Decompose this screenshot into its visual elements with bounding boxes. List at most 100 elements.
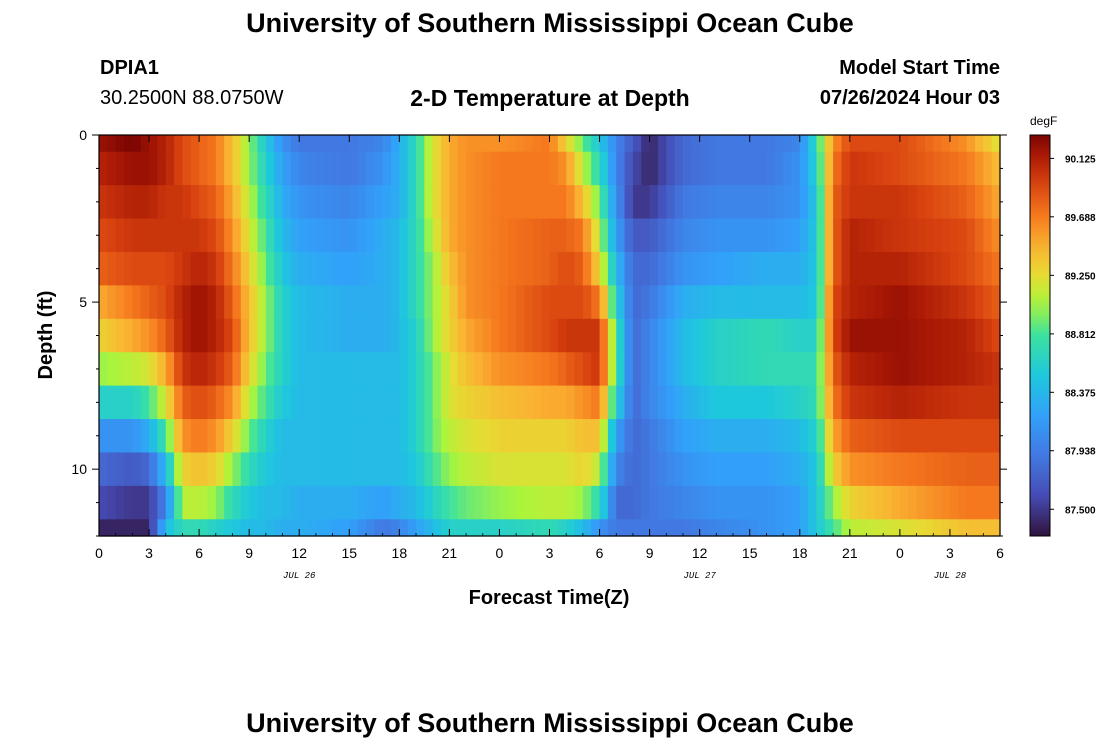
heatmap-cell — [733, 151, 742, 186]
heatmap-cell — [733, 452, 742, 487]
heatmap-cell — [891, 151, 901, 186]
heatmap-cell — [766, 485, 776, 520]
heatmap-cell — [599, 485, 609, 520]
heatmap-cell — [874, 218, 884, 253]
heatmap-cell — [174, 385, 184, 420]
heatmap-cell — [908, 218, 918, 253]
heatmap-cell — [491, 151, 501, 186]
heatmap-cell — [924, 519, 934, 537]
heatmap-cell — [566, 452, 576, 487]
heatmap-cell — [824, 352, 834, 387]
heatmap-cell — [457, 151, 467, 186]
heatmap-cell — [107, 318, 117, 353]
heatmap-cell — [607, 485, 617, 520]
heatmap-cell — [574, 151, 584, 186]
heatmap-cell — [449, 519, 459, 537]
heatmap-cell — [349, 519, 359, 537]
heatmap-cell — [549, 285, 559, 320]
heatmap-cell — [866, 352, 876, 387]
x-tick-label: 0 — [95, 545, 103, 561]
heatmap-cell — [783, 151, 793, 186]
heatmap-cell — [441, 419, 450, 454]
heatmap-cell — [349, 151, 359, 186]
heatmap-cell — [983, 285, 993, 320]
heatmap-cell — [916, 352, 926, 387]
heatmap-cell — [499, 285, 509, 320]
heatmap-cell — [841, 419, 851, 454]
heatmap-cell — [966, 218, 976, 253]
heatmap-cell — [249, 485, 259, 520]
heatmap-cell — [591, 135, 601, 153]
heatmap-cell — [332, 385, 342, 420]
heatmap-cell — [566, 185, 576, 220]
heatmap-cell — [733, 318, 742, 353]
heatmap-cell — [174, 318, 184, 353]
heatmap-cell — [199, 251, 209, 286]
heatmap-cell — [841, 352, 851, 387]
heatmap-cell — [165, 485, 175, 520]
heatmap-cell — [290, 218, 300, 253]
heatmap-cell — [532, 385, 542, 420]
heatmap-cell — [791, 385, 801, 420]
heatmap-cell — [749, 318, 759, 353]
heatmap-cell — [290, 485, 300, 520]
heatmap-cell — [682, 285, 692, 320]
heatmap-cell — [657, 285, 667, 320]
heatmap-cell — [833, 452, 843, 487]
heatmap-cell — [616, 485, 626, 520]
heatmap-cell — [816, 151, 826, 186]
heatmap-cell — [199, 318, 209, 353]
heatmap-cell — [165, 385, 175, 420]
heatmap-cell — [916, 185, 926, 220]
heatmap-cell — [407, 135, 417, 153]
heatmap-cell — [190, 135, 200, 153]
heatmap-cell — [966, 519, 976, 537]
heatmap-cell — [516, 485, 526, 520]
heatmap-cell — [916, 135, 926, 153]
heatmap-cell — [416, 352, 425, 387]
heatmap-cell — [724, 151, 734, 186]
heatmap-cell — [883, 285, 893, 320]
heatmap-cell — [207, 318, 217, 353]
heatmap-cell — [816, 352, 826, 387]
heatmap-cell — [582, 151, 592, 186]
heatmap-cell — [115, 419, 125, 454]
heatmap-cell — [307, 452, 317, 487]
heatmap-cell — [215, 218, 225, 253]
heatmap-cell — [265, 352, 275, 387]
heatmap-cell — [691, 452, 701, 487]
heatmap-cell — [432, 419, 442, 454]
heatmap-cell — [974, 285, 984, 320]
heatmap-cell — [607, 251, 617, 286]
heatmap-cell — [749, 519, 759, 537]
heatmap-cell — [224, 151, 234, 186]
heatmap-cell — [766, 419, 776, 454]
heatmap-cell — [149, 185, 158, 220]
heatmap-cell — [582, 135, 592, 153]
heatmap-cell — [716, 185, 726, 220]
page-title: University of Southern Mississippi Ocean… — [246, 8, 854, 38]
heatmap-cell — [441, 519, 450, 537]
heatmap-cell — [774, 352, 784, 387]
heatmap-cell — [332, 251, 342, 286]
heatmap-cell — [991, 185, 1001, 220]
heatmap-cell — [657, 385, 667, 420]
heatmap-cell — [741, 352, 751, 387]
heatmap-cell — [858, 385, 868, 420]
heatmap-cell — [165, 185, 175, 220]
heatmap-cell — [374, 218, 384, 253]
heatmap-cell — [457, 452, 467, 487]
heatmap-cell — [99, 352, 108, 387]
x-tick-label: 12 — [291, 545, 307, 561]
heatmap-cell — [866, 419, 876, 454]
heatmap-cell — [324, 318, 334, 353]
heatmap-cell — [282, 318, 292, 353]
heatmap-cell — [274, 185, 284, 220]
heatmap-cell — [274, 151, 284, 186]
heatmap-cell — [340, 519, 350, 537]
heatmap-cell — [674, 385, 684, 420]
heatmap-cell — [499, 485, 509, 520]
heatmap-cell — [591, 485, 601, 520]
heatmap-cell — [315, 251, 325, 286]
heatmap-cell — [716, 135, 726, 153]
